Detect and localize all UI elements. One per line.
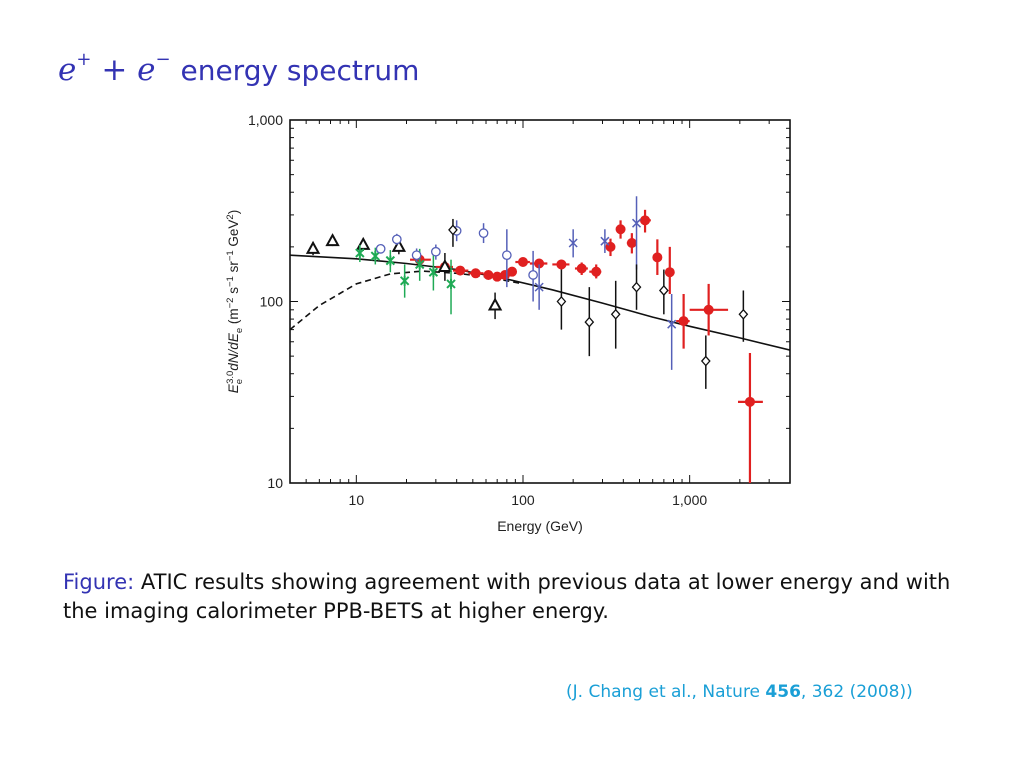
y-axis-label-part: −2 xyxy=(225,298,236,309)
data-point xyxy=(556,296,567,307)
series-circle-filled xyxy=(410,209,763,483)
y-tick-label: 1,000 xyxy=(248,112,283,128)
title-electron-symbol-1: e xyxy=(58,52,77,88)
data-point xyxy=(305,240,321,254)
data-point xyxy=(370,251,381,262)
y-axis-label-part: e xyxy=(234,379,245,384)
x-tick-label: 100 xyxy=(511,492,535,508)
figure-caption: Figure: ATIC results showing agreement w… xyxy=(63,568,963,626)
x-tick-label: 1,000 xyxy=(672,492,707,508)
title-text: energy spectrum xyxy=(180,54,420,87)
data-point xyxy=(640,215,651,226)
data-point xyxy=(568,238,578,248)
y-axis-label-part: −1 xyxy=(225,250,236,261)
y-axis-label-part: 3.0 xyxy=(225,371,236,384)
data-point xyxy=(700,355,711,367)
data-point xyxy=(631,218,642,228)
data-point xyxy=(478,228,489,239)
x-tick-label: 10 xyxy=(349,492,365,508)
data-point xyxy=(664,267,675,278)
data-point xyxy=(487,297,503,311)
caption-label: Figure: xyxy=(63,570,135,594)
axis-ticks xyxy=(289,119,791,484)
y-axis-label-part: s xyxy=(226,287,241,298)
data-point xyxy=(652,252,663,263)
data-point xyxy=(428,267,439,278)
data-point xyxy=(658,285,669,296)
model-curve-solid xyxy=(290,254,790,351)
y-axis-label-part: ) xyxy=(226,210,241,215)
y-axis-label-part: GeV xyxy=(226,220,241,251)
data-point xyxy=(325,233,340,247)
y-axis-label-part: (m xyxy=(226,308,241,328)
data-point xyxy=(375,244,386,254)
plot-content xyxy=(290,196,790,483)
data-point xyxy=(446,278,456,289)
series-circle-open xyxy=(375,220,538,302)
data-point xyxy=(667,319,677,329)
data-point xyxy=(448,224,458,236)
y-axis-label: Ee3.0dN/dEe (m−2 s−1 sr−1 GeV2) xyxy=(225,210,245,393)
data-point xyxy=(703,304,714,315)
data-point xyxy=(391,234,402,245)
title-electron-symbol-2: e xyxy=(137,52,156,88)
series-diamond-open xyxy=(448,218,749,389)
y-axis-label-part: sr xyxy=(226,261,241,277)
data-point xyxy=(528,270,538,280)
y-tick-label: 100 xyxy=(260,294,284,310)
data-point xyxy=(615,224,626,235)
data-point xyxy=(501,250,512,261)
y-axis-label-part: −1 xyxy=(225,276,236,287)
title-plus-sign: + xyxy=(101,52,128,88)
data-point xyxy=(411,250,422,261)
citation-suffix: , 362 (2008)) xyxy=(800,682,913,702)
data-point xyxy=(576,263,587,274)
data-point xyxy=(626,238,637,249)
title-superscript-minus: − xyxy=(155,48,171,70)
data-point xyxy=(483,269,494,280)
title-superscript-plus: + xyxy=(76,48,92,70)
series-triangle-open xyxy=(305,233,503,320)
data-point xyxy=(678,316,689,327)
data-point xyxy=(591,266,602,277)
x-axis-label: Energy (GeV) xyxy=(497,518,583,534)
data-point xyxy=(455,265,466,276)
data-point xyxy=(430,246,441,257)
slide-title: e+ + e− energy spectrum xyxy=(58,48,420,88)
data-point xyxy=(385,255,396,266)
plot-frame xyxy=(289,119,791,484)
data-point xyxy=(399,275,410,286)
data-point xyxy=(355,248,365,259)
data-point xyxy=(391,238,407,252)
data-point xyxy=(517,257,528,268)
y-axis-label-part: e xyxy=(234,328,245,333)
data-point xyxy=(584,316,595,328)
caption-text: ATIC results showing agreement with prev… xyxy=(63,570,951,623)
citation: (J. Chang et al., Nature 456, 362 (2008)… xyxy=(566,682,913,702)
data-point xyxy=(744,396,755,407)
citation-volume: 456 xyxy=(765,682,801,702)
citation-prefix: (J. Chang et al., Nature xyxy=(566,682,766,702)
model-curve-dashed xyxy=(290,270,524,331)
data-point xyxy=(631,281,642,293)
series-cross xyxy=(534,196,677,370)
data-point xyxy=(470,268,481,279)
data-point xyxy=(556,259,567,270)
data-point xyxy=(507,266,518,277)
data-point xyxy=(437,258,453,272)
data-point xyxy=(600,236,610,246)
y-axis-label-part: dN/dE xyxy=(226,332,241,371)
data-point xyxy=(738,308,749,320)
y-axis-label-part: 2 xyxy=(225,214,236,219)
data-point xyxy=(610,308,621,320)
y-tick-label: 10 xyxy=(267,475,283,491)
data-point xyxy=(534,282,544,292)
y-axis-label-part: E xyxy=(226,383,241,393)
series-asterisk xyxy=(355,244,456,315)
